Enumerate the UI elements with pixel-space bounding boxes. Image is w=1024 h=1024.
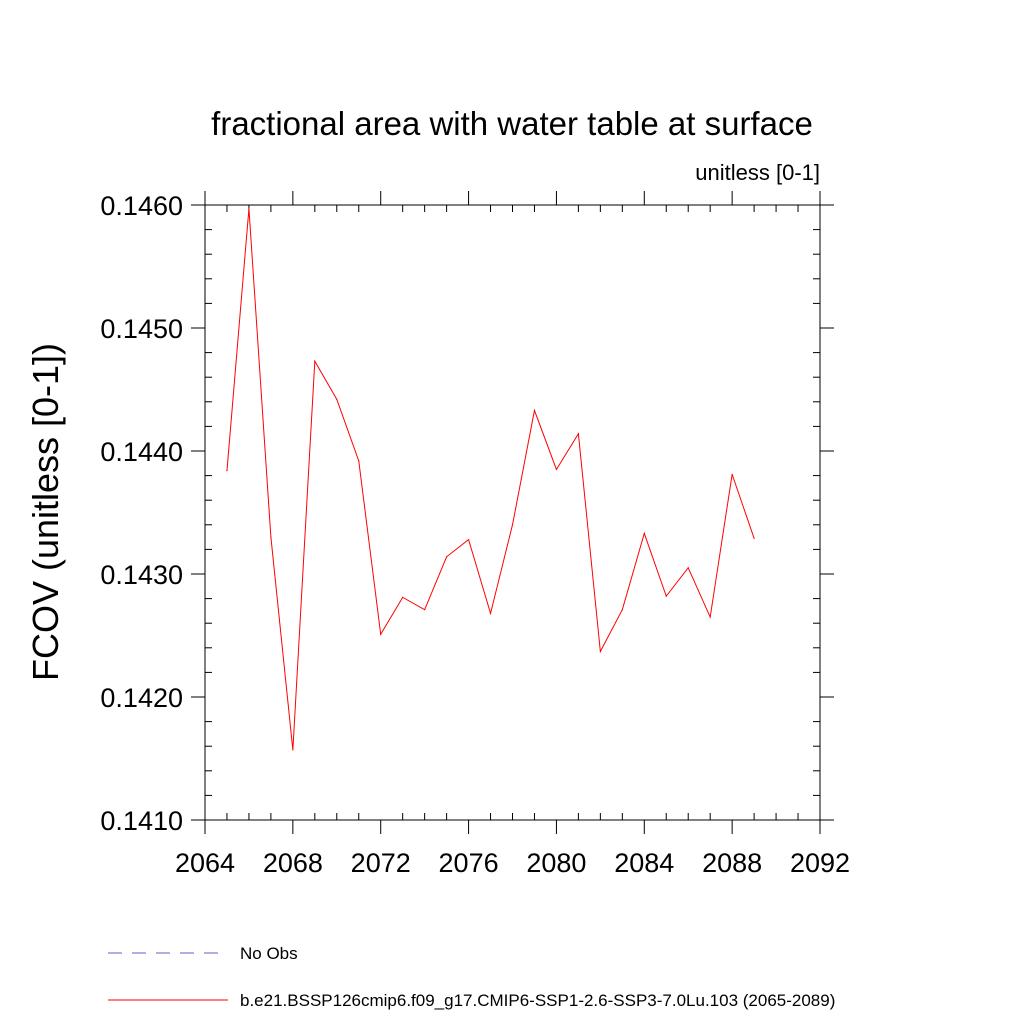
data-point <box>380 633 382 635</box>
data-point <box>533 409 536 412</box>
x-tick-label: 2080 <box>526 848 586 878</box>
legend-label: b.e21.BSSP126cmip6.f09_g17.CMIP6-SSP1-2.… <box>240 991 835 1010</box>
data-point <box>577 433 579 435</box>
x-tick-label: 2092 <box>790 848 850 878</box>
series-layer <box>226 208 755 751</box>
x-tick-label: 2072 <box>351 848 411 878</box>
y-axis-label: FCOV (unitless [0-1]) <box>25 343 66 681</box>
axis-ticks: 2064 2068 2072 2076 2080 2084 2088 2092 0.1410 0.… <box>100 191 850 878</box>
data-point <box>665 595 667 597</box>
data-point <box>248 208 250 210</box>
y-tick-label: 0.1450 <box>100 314 183 344</box>
data-point <box>402 596 404 598</box>
data-point <box>687 567 689 569</box>
data-point <box>555 468 558 471</box>
data-point <box>446 556 448 558</box>
plot-frame <box>204 204 821 821</box>
x-tick-label: 2076 <box>439 848 499 878</box>
x-tick-label: 2068 <box>263 848 323 878</box>
legend-label: No Obs <box>240 944 298 963</box>
chart-title: fractional area with water table at surf… <box>211 105 813 142</box>
data-point <box>753 537 755 539</box>
x-tick-label: 2088 <box>702 848 762 878</box>
data-point <box>599 650 601 653</box>
y-tick-label: 0.1440 <box>100 437 183 467</box>
data-point <box>270 536 272 538</box>
y-tick-label: 0.1410 <box>100 806 183 836</box>
data-point <box>709 616 711 618</box>
chart-subtitle: unitless [0-1] <box>695 160 820 185</box>
data-point <box>511 524 514 526</box>
x-tick-label: 2084 <box>614 848 674 878</box>
data-point <box>358 460 360 462</box>
data-point <box>467 538 470 541</box>
y-tick-label: 0.1460 <box>100 191 183 221</box>
data-point <box>292 749 294 751</box>
x-tick-label: 2064 <box>175 848 235 878</box>
data-point <box>489 612 492 614</box>
data-point <box>643 532 645 535</box>
data-point <box>621 609 623 611</box>
y-tick-label: 0.1420 <box>100 683 183 713</box>
data-point <box>424 609 426 611</box>
y-tick-label: 0.1430 <box>100 560 183 590</box>
data-point <box>226 470 228 472</box>
legend: No Obs b.e21.BSSP126cmip6.f09_g17.CMIP6-S… <box>108 944 835 1010</box>
data-point <box>731 473 733 475</box>
series-line <box>226 208 755 750</box>
data-point <box>314 360 316 362</box>
data-point <box>336 398 338 400</box>
